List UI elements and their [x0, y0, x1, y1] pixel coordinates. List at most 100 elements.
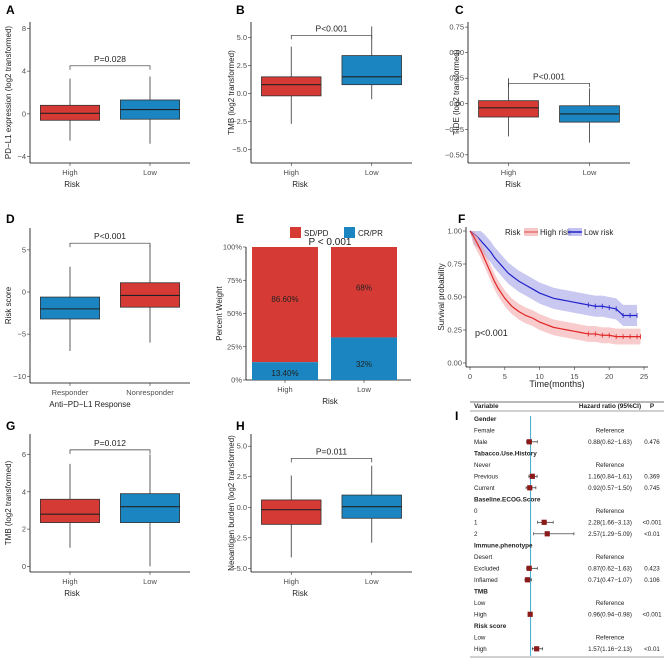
box-high: [261, 499, 322, 525]
y-tick-label: 4: [22, 67, 26, 76]
row-label: High: [474, 646, 487, 653]
p-text: 0.369: [644, 474, 660, 481]
y-axis-title: TMB (log2 transformed): [4, 460, 13, 545]
row-label: Low: [474, 600, 486, 607]
bar-label-crpr: 13.40%: [271, 369, 298, 378]
y-tick-label: 0.50: [449, 48, 464, 57]
y-tick-label: 5: [22, 245, 26, 254]
hr-point: [541, 519, 547, 525]
x-tick-label: High: [501, 168, 516, 177]
x-tick-label: 5: [503, 372, 507, 381]
y-tick-label: −0.25: [445, 125, 464, 134]
bar-sdpd-low: [331, 247, 397, 338]
x-tick-label: Low: [365, 577, 379, 586]
boxplot-D: −10 −5 0 5 Responder Nonresponder P<0.001 Anti−…: [4, 228, 190, 409]
panel-letter-d: D: [6, 212, 15, 226]
y-tick-label: 100%: [223, 243, 243, 252]
x-tick-label: High: [277, 385, 292, 394]
significance-bracket: [69, 449, 151, 454]
boxplot-G: 0 2 4 6 High Low P=0.012 Risk TMB (log2 transfor…: [4, 434, 190, 598]
y-tick-label: 0.25: [447, 326, 462, 335]
reference-text: Reference: [596, 635, 625, 642]
y-tick-label: −2.5: [232, 533, 247, 542]
hr-point: [526, 565, 532, 571]
hr-point: [529, 473, 535, 479]
y-tick-label: 0.0: [237, 89, 247, 98]
x-tick-label: Low: [583, 168, 597, 177]
hr-point: [524, 577, 531, 583]
y-tick-label: −10: [13, 372, 26, 381]
significance-bracket: [69, 65, 151, 70]
p-value-label: P<0.001: [94, 231, 126, 241]
panel-letter-g: G: [6, 419, 15, 433]
p-value-label: P=0.011: [316, 446, 348, 456]
panel-letter-i: I: [455, 409, 458, 423]
reference-text: Reference: [596, 600, 625, 607]
row-label: High: [474, 612, 487, 619]
y-tick-label: 0.75: [449, 23, 464, 32]
x-tick-label: Low: [143, 168, 157, 177]
legend-swatch-cr-pr: [344, 227, 355, 238]
hr-text: 0.92(0.57−1.50): [588, 485, 632, 492]
significance-bracket: [290, 458, 373, 463]
y-tick-label: 8: [22, 24, 26, 33]
km-band-high-risk: [470, 231, 641, 345]
panel-letter-b: B: [236, 3, 245, 17]
y-axis-title: Survival probability: [437, 263, 446, 330]
panel-letter-e: E: [236, 212, 244, 226]
p-text: 0.423: [644, 566, 660, 573]
p-value-label: P<0.001: [316, 23, 348, 33]
row-label: Female: [474, 428, 495, 435]
box-high: [261, 76, 322, 97]
hr-text: 2.28(1.66−3.13): [588, 520, 632, 527]
legend-title: Risk: [505, 228, 522, 237]
header-p: P: [650, 403, 655, 410]
legend-label: Low risk: [584, 228, 614, 237]
box-high: [40, 498, 101, 523]
header-variable: Variable: [474, 403, 499, 410]
p-text: <0.01: [644, 646, 660, 653]
bar-crpr-high: [252, 362, 318, 380]
y-tick-label: 0.50: [447, 293, 462, 302]
y-axis-title: TIDE (log2 transformed): [452, 49, 461, 135]
km-plot-F: Risk High risk Low risk 0.00 0.25 0.50 0.75 1.0…: [437, 227, 648, 390]
x-axis-title: Risk: [292, 180, 309, 189]
y-tick-label: 0: [22, 109, 26, 118]
hr-text: 2.57(1.29−5.09): [588, 531, 632, 538]
p-text: 0.106: [644, 577, 660, 584]
bar-label-sdpd: 68%: [356, 284, 372, 293]
y-tick-label: 50%: [227, 309, 242, 318]
y-tick-label: 25%: [227, 342, 242, 351]
y-tick-label: 0%: [231, 376, 242, 385]
legend-band-high-risk: [524, 228, 538, 236]
y-axis-title: Neoantigen burden (log2 transformed): [227, 435, 236, 571]
row-label: Current: [474, 485, 495, 492]
bar-crpr-low: [331, 337, 397, 380]
x-axis-title: Risk: [505, 180, 522, 189]
boxplot-A: −4 0 4 8 High Low P=0.028 Risk PD−L1 expression …: [4, 22, 190, 189]
legend-swatch-sd-pd: [290, 227, 301, 238]
y-tick-label: −2.5: [232, 117, 247, 126]
row-label: Male: [474, 439, 488, 446]
row-label: Inflamed: [474, 577, 498, 584]
row-label: Excluded: [474, 566, 500, 573]
stacked-bar-E: SD/PD CR/PR P < 0.001 0% 25% 50% 75% 100% 86.60%…: [215, 227, 411, 406]
group-label: Risk score: [474, 623, 507, 630]
hr-point: [534, 646, 540, 652]
boxplot-B: −5.0 −2.5 0.0 2.5 5.0 High Low P<0.001 Risk TMB (…: [227, 22, 412, 189]
y-tick-label: 0.75: [447, 260, 462, 269]
p-value-label: P=0.012: [94, 438, 126, 448]
group-label: Baseline.ECOG.Score: [474, 497, 541, 504]
panel-letter-c: C: [455, 3, 464, 17]
p-text: <0.01: [644, 531, 660, 538]
hr-point: [527, 485, 533, 491]
bar-label-crpr: 32%: [356, 360, 372, 369]
x-tick-label: 20: [605, 372, 613, 381]
y-tick-label: −5.0: [232, 145, 247, 154]
panel-letter-h: H: [236, 419, 245, 433]
hr-text: 1.57(1.16−2.13): [588, 646, 632, 653]
forest-plot-I: Variable Hazard ratio (95%CI) P Gender Femal…: [470, 401, 664, 658]
x-tick-label: Nonresponder: [126, 388, 174, 397]
y-tick-label: 0.25: [449, 74, 464, 83]
